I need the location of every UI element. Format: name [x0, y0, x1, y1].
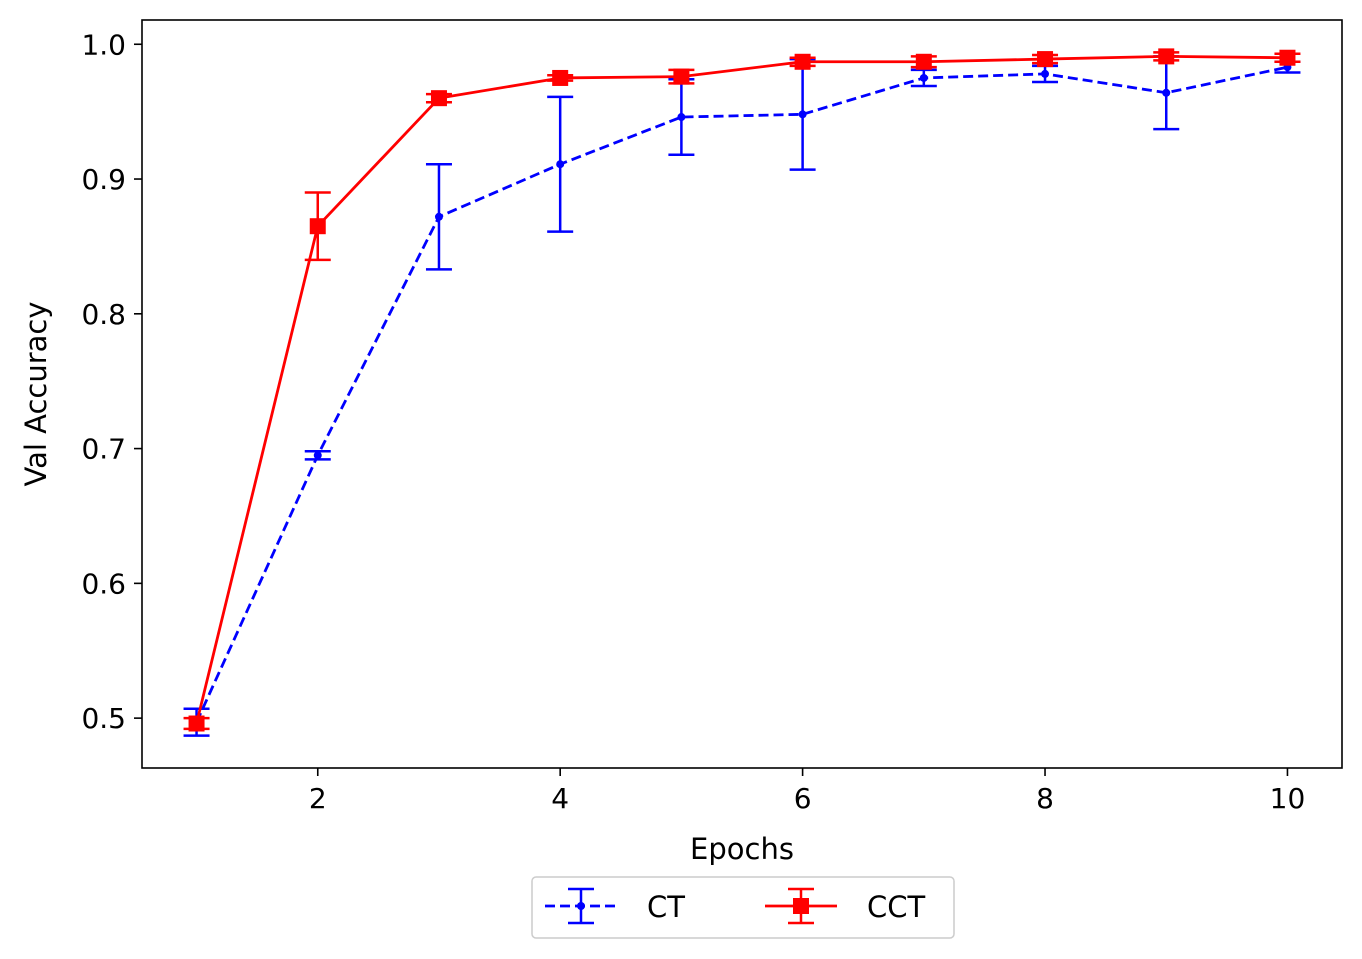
y-tick-label: 0.6: [81, 567, 126, 600]
data-point-cct: [309, 218, 326, 235]
legend: CT CCT: [531, 876, 955, 939]
legend-label-ct: CT: [647, 890, 685, 924]
legend-marker-ct: [577, 902, 585, 910]
x-tick-label: 4: [551, 782, 569, 815]
x-tick-label: 8: [1036, 782, 1054, 815]
data-point-cct: [552, 69, 569, 86]
x-tick-label: 2: [309, 782, 327, 815]
data-point-ct: [313, 451, 322, 460]
data-point-cct: [673, 68, 690, 85]
data-point-cct: [188, 715, 205, 732]
legend-marker-cct: [793, 898, 809, 914]
y-tick-label: 1.0: [81, 28, 126, 61]
y-axis-label: Val Accuracy: [19, 301, 53, 486]
y-tick-label: 0.5: [81, 702, 126, 735]
data-point-ct: [434, 212, 443, 221]
data-point-cct: [430, 90, 447, 107]
data-point-cct: [1037, 51, 1054, 68]
legend-item-ct: CT: [545, 887, 685, 925]
y-tick-label: 0.8: [81, 298, 126, 331]
x-tick-label: 6: [794, 782, 812, 815]
data-point-cct: [1279, 49, 1296, 66]
data-point-ct: [1162, 88, 1171, 97]
data-point-cct: [1158, 48, 1175, 65]
legend-label-cct: CCT: [867, 890, 925, 924]
data-point-ct: [556, 160, 565, 169]
legend-box: [531, 876, 955, 939]
x-axis-label: Epochs: [690, 832, 794, 866]
series-line-cct: [195, 54, 1288, 724]
data-point-ct: [677, 113, 686, 122]
data-point-ct: [919, 73, 928, 82]
y-axis: 0.5 0.6 0.7 0.8 0.9 1.0: [81, 28, 142, 735]
series-ct: [183, 55, 1301, 737]
data-point-ct: [798, 110, 807, 119]
x-axis: 2 4 6 8 10: [309, 768, 1305, 815]
legend-item-cct: CCT: [765, 887, 925, 925]
data-point-cct: [794, 53, 811, 70]
series-line-ct: [195, 65, 1288, 723]
x-tick-label: 10: [1270, 782, 1306, 815]
series-layer: [183, 48, 1301, 737]
y-tick-label: 0.9: [81, 163, 126, 196]
data-point-cct: [915, 53, 932, 70]
series-cct: [183, 48, 1301, 732]
y-tick-label: 0.7: [81, 433, 126, 466]
plot-area: [141, 19, 1343, 769]
data-point-ct: [1041, 69, 1050, 78]
